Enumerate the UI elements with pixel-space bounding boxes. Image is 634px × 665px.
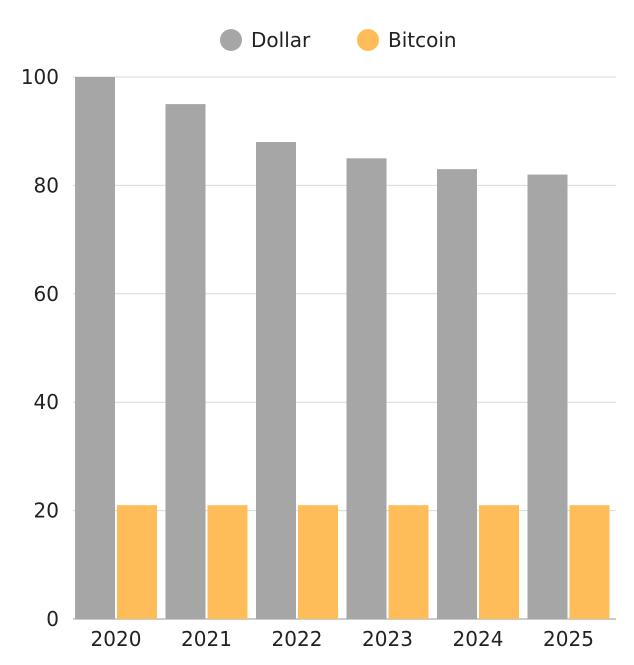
- bar-dollar-2025: [527, 174, 568, 619]
- legend-label-dollar: Dollar: [251, 28, 311, 52]
- legend-label-bitcoin: Bitcoin: [388, 28, 457, 52]
- bar-bitcoin-2022: [298, 505, 338, 619]
- gridlines: [73, 76, 616, 620]
- y-tick-label: 100: [21, 65, 59, 89]
- y-tick-label: 80: [34, 173, 59, 197]
- bar-bitcoin-2025: [569, 505, 610, 619]
- bar-dollar-2022: [256, 142, 296, 620]
- bar-dollar-2024: [437, 169, 477, 619]
- y-axis: 0 20 40 60 80 100: [21, 65, 59, 631]
- x-tick-label: 2021: [181, 627, 232, 651]
- x-tick-label: 2025: [543, 627, 594, 651]
- bar-dollar-2023: [346, 158, 387, 620]
- bar-dollar-2021: [165, 104, 206, 620]
- x-tick-label: 2022: [272, 627, 323, 651]
- bar-bitcoin-2021: [207, 505, 248, 619]
- bars: [75, 77, 610, 620]
- y-tick-label: 20: [34, 499, 59, 523]
- x-tick-label: 2024: [453, 627, 504, 651]
- bar-bitcoin-2020: [117, 505, 157, 619]
- y-tick-label: 40: [34, 390, 59, 414]
- x-tick-label: 2020: [91, 627, 142, 651]
- x-tick-label: 2023: [362, 627, 413, 651]
- x-axis: 2020 2021 2022 2023 2024 2025: [91, 627, 594, 651]
- bar-bitcoin-2023: [388, 505, 429, 619]
- legend: Dollar Bitcoin: [220, 28, 457, 52]
- y-tick-label: 60: [34, 282, 59, 306]
- bar-dollar-2020: [75, 77, 115, 619]
- y-tick-label: 0: [46, 607, 59, 631]
- legend-swatch-dollar: [220, 29, 242, 51]
- legend-swatch-bitcoin: [357, 29, 379, 51]
- bar-bitcoin-2024: [479, 505, 519, 619]
